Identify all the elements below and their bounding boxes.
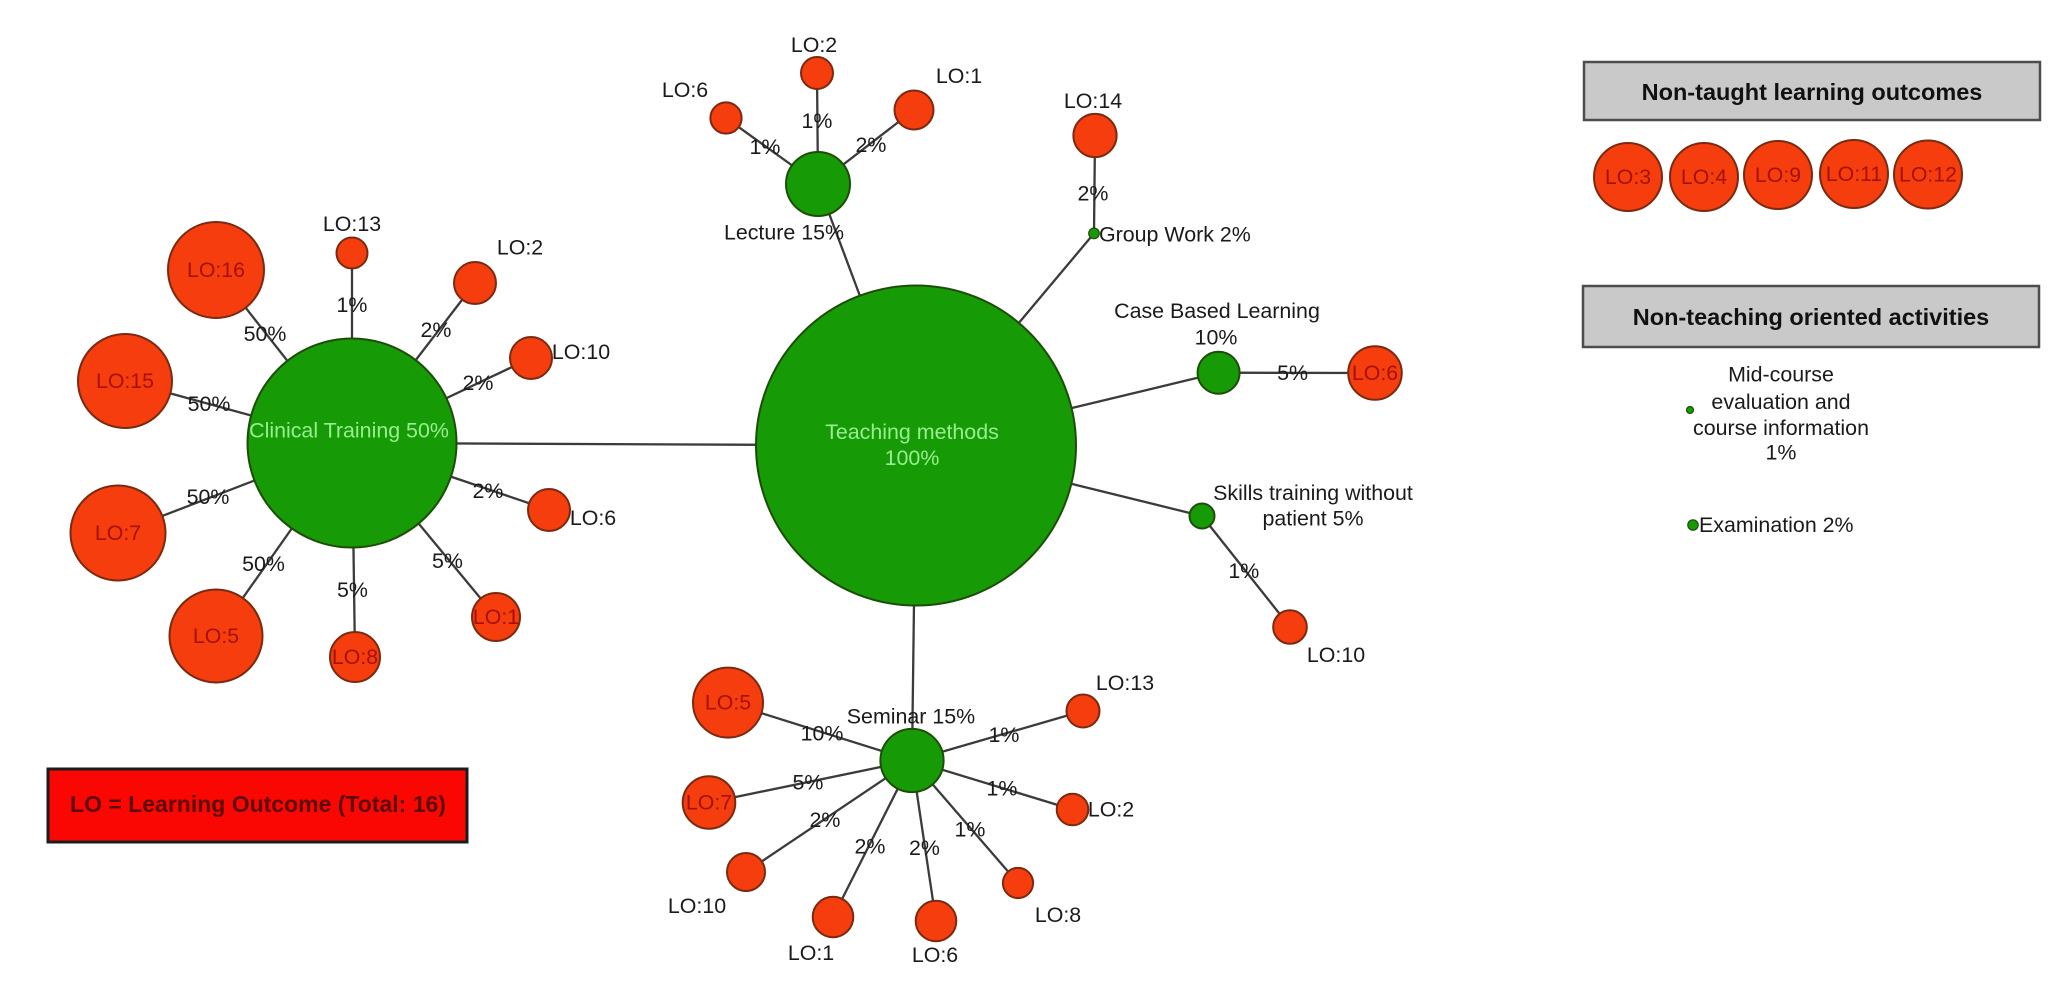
svg-text:LO:2: LO:2 [791, 33, 837, 57]
svg-text:Clinical Training 50%: Clinical Training 50% [249, 419, 449, 443]
svg-text:LO:13: LO:13 [323, 212, 381, 236]
svg-text:50%: 50% [244, 322, 287, 346]
svg-text:LO:11: LO:11 [1826, 162, 1882, 186]
svg-text:LO:8: LO:8 [332, 645, 378, 669]
svg-text:5%: 5% [793, 771, 824, 795]
svg-text:100%: 100% [885, 446, 940, 470]
svg-text:2%: 2% [856, 133, 887, 157]
svg-text:LO:12: LO:12 [1899, 163, 1957, 187]
svg-text:LO:5: LO:5 [193, 624, 239, 648]
svg-text:LO:7: LO:7 [686, 791, 732, 815]
svg-text:5%: 5% [1277, 361, 1308, 385]
svg-text:Seminar 15%: Seminar 15% [847, 705, 975, 729]
svg-text:2%: 2% [855, 835, 886, 859]
svg-text:1%: 1% [750, 135, 781, 159]
svg-text:1%: 1% [1766, 441, 1797, 465]
svg-text:10%: 10% [1195, 326, 1238, 350]
svg-text:LO:15: LO:15 [96, 369, 154, 393]
svg-text:Non-teaching oriented activiti: Non-teaching oriented activities [1633, 304, 1989, 330]
svg-text:LO:3: LO:3 [1605, 165, 1651, 189]
svg-text:LO:6: LO:6 [912, 943, 958, 967]
svg-text:1%: 1% [337, 293, 368, 317]
svg-text:50%: 50% [188, 392, 231, 416]
svg-text:2%: 2% [421, 318, 452, 342]
svg-text:evaluation and: evaluation and [1711, 390, 1850, 414]
svg-text:Lecture 15%: Lecture 15% [724, 221, 844, 245]
svg-text:Examination 2%: Examination 2% [1699, 513, 1854, 537]
svg-text:LO = Learning Outcome (Total:: LO = Learning Outcome (Total: 16) [70, 791, 446, 817]
svg-text:patient 5%: patient 5% [1262, 507, 1363, 531]
svg-text:LO:6: LO:6 [1352, 361, 1398, 385]
svg-text:course information: course information [1693, 416, 1869, 440]
svg-text:LO:2: LO:2 [497, 236, 543, 260]
svg-text:1%: 1% [989, 723, 1020, 747]
svg-text:LO:16: LO:16 [187, 258, 245, 282]
svg-text:50%: 50% [242, 552, 285, 576]
svg-text:LO:10: LO:10 [552, 340, 610, 364]
svg-text:10%: 10% [801, 722, 844, 746]
svg-text:1%: 1% [955, 818, 986, 842]
svg-text:LO:5: LO:5 [705, 691, 751, 715]
svg-text:LO:1: LO:1 [473, 605, 519, 629]
svg-text:LO:8: LO:8 [1035, 903, 1081, 927]
svg-text:2%: 2% [463, 371, 494, 395]
svg-text:Teaching methods: Teaching methods [825, 420, 999, 444]
svg-text:LO:4: LO:4 [1681, 165, 1727, 189]
svg-text:1%: 1% [1228, 559, 1259, 583]
svg-text:1%: 1% [987, 777, 1018, 801]
svg-text:LO:7: LO:7 [95, 521, 141, 545]
svg-text:Group Work 2%: Group Work 2% [1099, 223, 1251, 247]
svg-text:LO:2: LO:2 [1088, 798, 1134, 822]
svg-text:Mid-course: Mid-course [1728, 362, 1834, 386]
svg-text:Non-taught learning outcomes: Non-taught learning outcomes [1642, 79, 1983, 105]
svg-text:LO:10: LO:10 [1307, 643, 1365, 667]
svg-text:Case Based Learning: Case Based Learning [1114, 299, 1320, 323]
svg-text:LO:10: LO:10 [668, 894, 726, 918]
svg-text:5%: 5% [432, 549, 463, 573]
svg-text:2%: 2% [909, 836, 940, 860]
svg-text:2%: 2% [473, 479, 504, 503]
svg-text:LO:13: LO:13 [1096, 671, 1154, 695]
svg-text:LO:6: LO:6 [662, 78, 708, 102]
svg-text:LO:1: LO:1 [788, 941, 834, 965]
svg-text:LO:6: LO:6 [570, 506, 616, 530]
svg-text:1%: 1% [802, 109, 833, 133]
svg-text:LO:1: LO:1 [936, 64, 982, 88]
svg-text:LO:9: LO:9 [1755, 163, 1801, 187]
svg-text:LO:14: LO:14 [1064, 89, 1122, 113]
svg-text:Skills training without: Skills training without [1213, 481, 1413, 505]
svg-text:2%: 2% [810, 808, 841, 832]
svg-text:5%: 5% [337, 578, 368, 602]
svg-text:50%: 50% [187, 485, 230, 509]
svg-text:2%: 2% [1078, 182, 1109, 206]
